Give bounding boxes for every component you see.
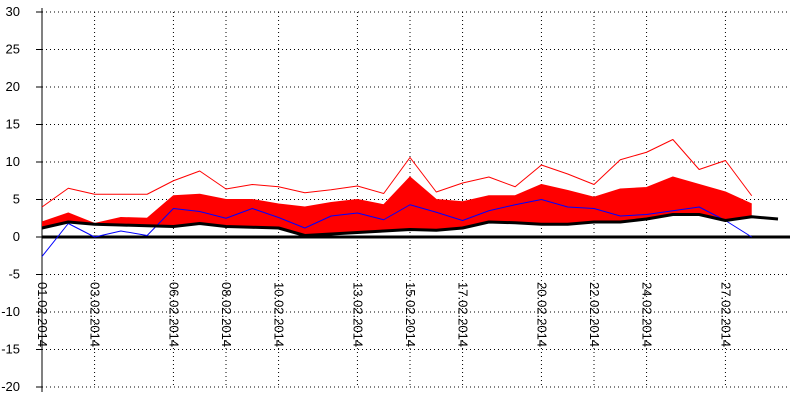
y-tick-label: 5 [13,192,20,207]
y-tick-label: 25 [6,42,20,57]
x-tick-label: 27.02.2014 [718,282,733,347]
line-series [41,139,753,208]
y-tick-label: -20 [1,379,20,394]
x-tick-label: 24.02.2014 [640,282,655,347]
y-tick-label: 0 [13,229,20,244]
x-tick-label: 22.02.2014 [587,282,602,347]
y-tick-label: 15 [6,117,20,132]
y-tick-label: 10 [6,154,20,169]
x-tick-label: 10.02.2014 [272,282,287,347]
line-series [41,176,752,224]
y-tick-label: 30 [6,4,20,19]
y-tick-label: 20 [6,79,20,94]
line-series [41,199,752,257]
y-tick-label: -5 [8,267,20,282]
x-tick-label: 08.02.2014 [219,282,234,347]
area-band [42,177,752,236]
y-tick-label: -10 [1,304,20,319]
x-tick-label: 03.02.2014 [88,282,103,347]
x-tick-label: 17.02.2014 [456,282,471,347]
x-tick-label: 13.02.2014 [350,282,365,347]
y-tick-label: -15 [1,342,20,357]
x-tick-label: 15.02.2014 [403,282,418,347]
line-series [41,213,779,237]
x-tick-label: 20.02.2014 [534,282,549,347]
x-tick-label: 06.02.2014 [166,282,181,347]
